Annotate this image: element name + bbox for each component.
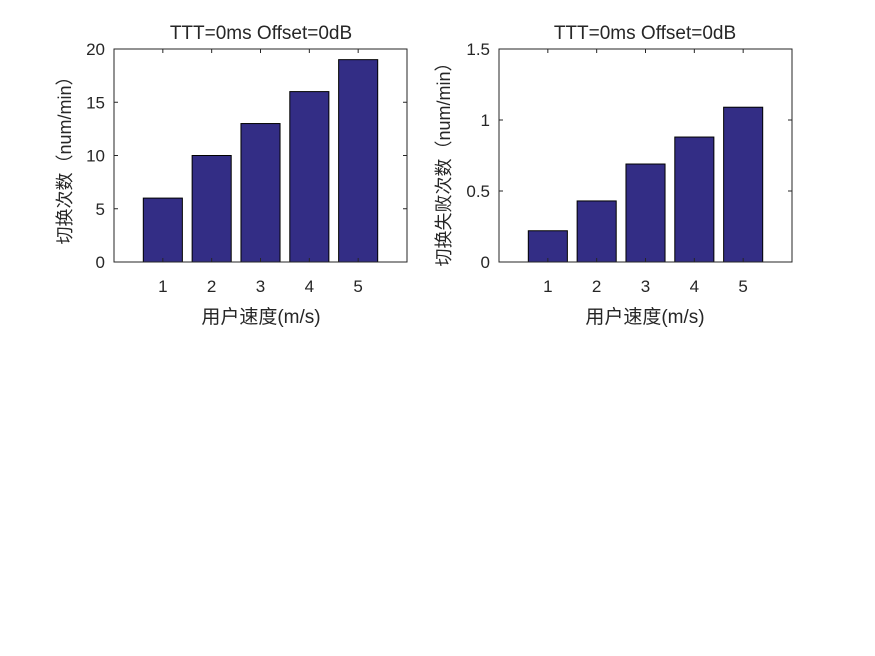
y-tick-label: 15 [86,93,105,112]
y-tick-label: 1.5 [466,40,490,59]
chart-handover-count: TTT=0ms Offset=0dB 0 5 10 15 20 1 2 3 4 5 用户速度(m… [55,23,408,328]
x-tick-label: 1 [543,277,552,296]
bar-4 [674,136,715,263]
y-tick-label: 0.5 [466,182,490,201]
x-tick-label: 1 [158,277,167,296]
y-tick-label: 20 [86,40,105,59]
bar-5 [338,59,379,263]
x-tick-label: 3 [256,277,265,296]
y-tick-label: 0 [96,253,105,272]
x-tick-label: 4 [305,277,314,296]
x-tick-label: 2 [592,277,601,296]
x-tick-label: 5 [353,277,362,296]
chart-title: TTT=0ms Offset=0dB [170,23,352,44]
bar-2 [576,200,617,263]
x-tick-label: 3 [641,277,650,296]
x-tick-label: 4 [690,277,699,296]
x-axis-label: 用户速度(m/s) [201,306,320,328]
bar-1 [142,197,183,263]
chart-handover-failure-count: TTT=0ms Offset=0dB 0 0.5 1 1.5 1 2 3 4 5 用户速度(m… [434,23,793,328]
x-axis-label: 用户速度(m/s) [585,306,704,328]
x-axis-ticks: 1 2 3 4 5 [158,49,363,296]
y-tick-label: 0 [481,253,490,272]
bar-series [142,59,379,263]
x-axis-ticks: 1 2 3 4 5 [543,49,748,296]
bar-3 [625,163,666,263]
y-axis-ticks: 0 5 10 15 20 [86,40,407,272]
x-tick-label: 5 [738,277,747,296]
bar-3 [240,123,281,263]
bar-series [527,106,764,263]
y-tick-label: 1 [481,111,490,130]
y-tick-label: 5 [96,200,105,219]
bar-1 [527,230,568,263]
y-axis-label: 切换失败次数（num/min） [434,53,454,266]
bar-4 [289,91,330,263]
y-tick-label: 10 [86,147,105,166]
y-axis-label: 切换次数（num/min） [55,67,75,244]
bar-5 [723,106,764,263]
chart-title: TTT=0ms Offset=0dB [554,23,736,44]
x-tick-label: 2 [207,277,216,296]
bar-2 [191,155,232,263]
y-axis-ticks: 0 0.5 1 1.5 [466,40,792,272]
